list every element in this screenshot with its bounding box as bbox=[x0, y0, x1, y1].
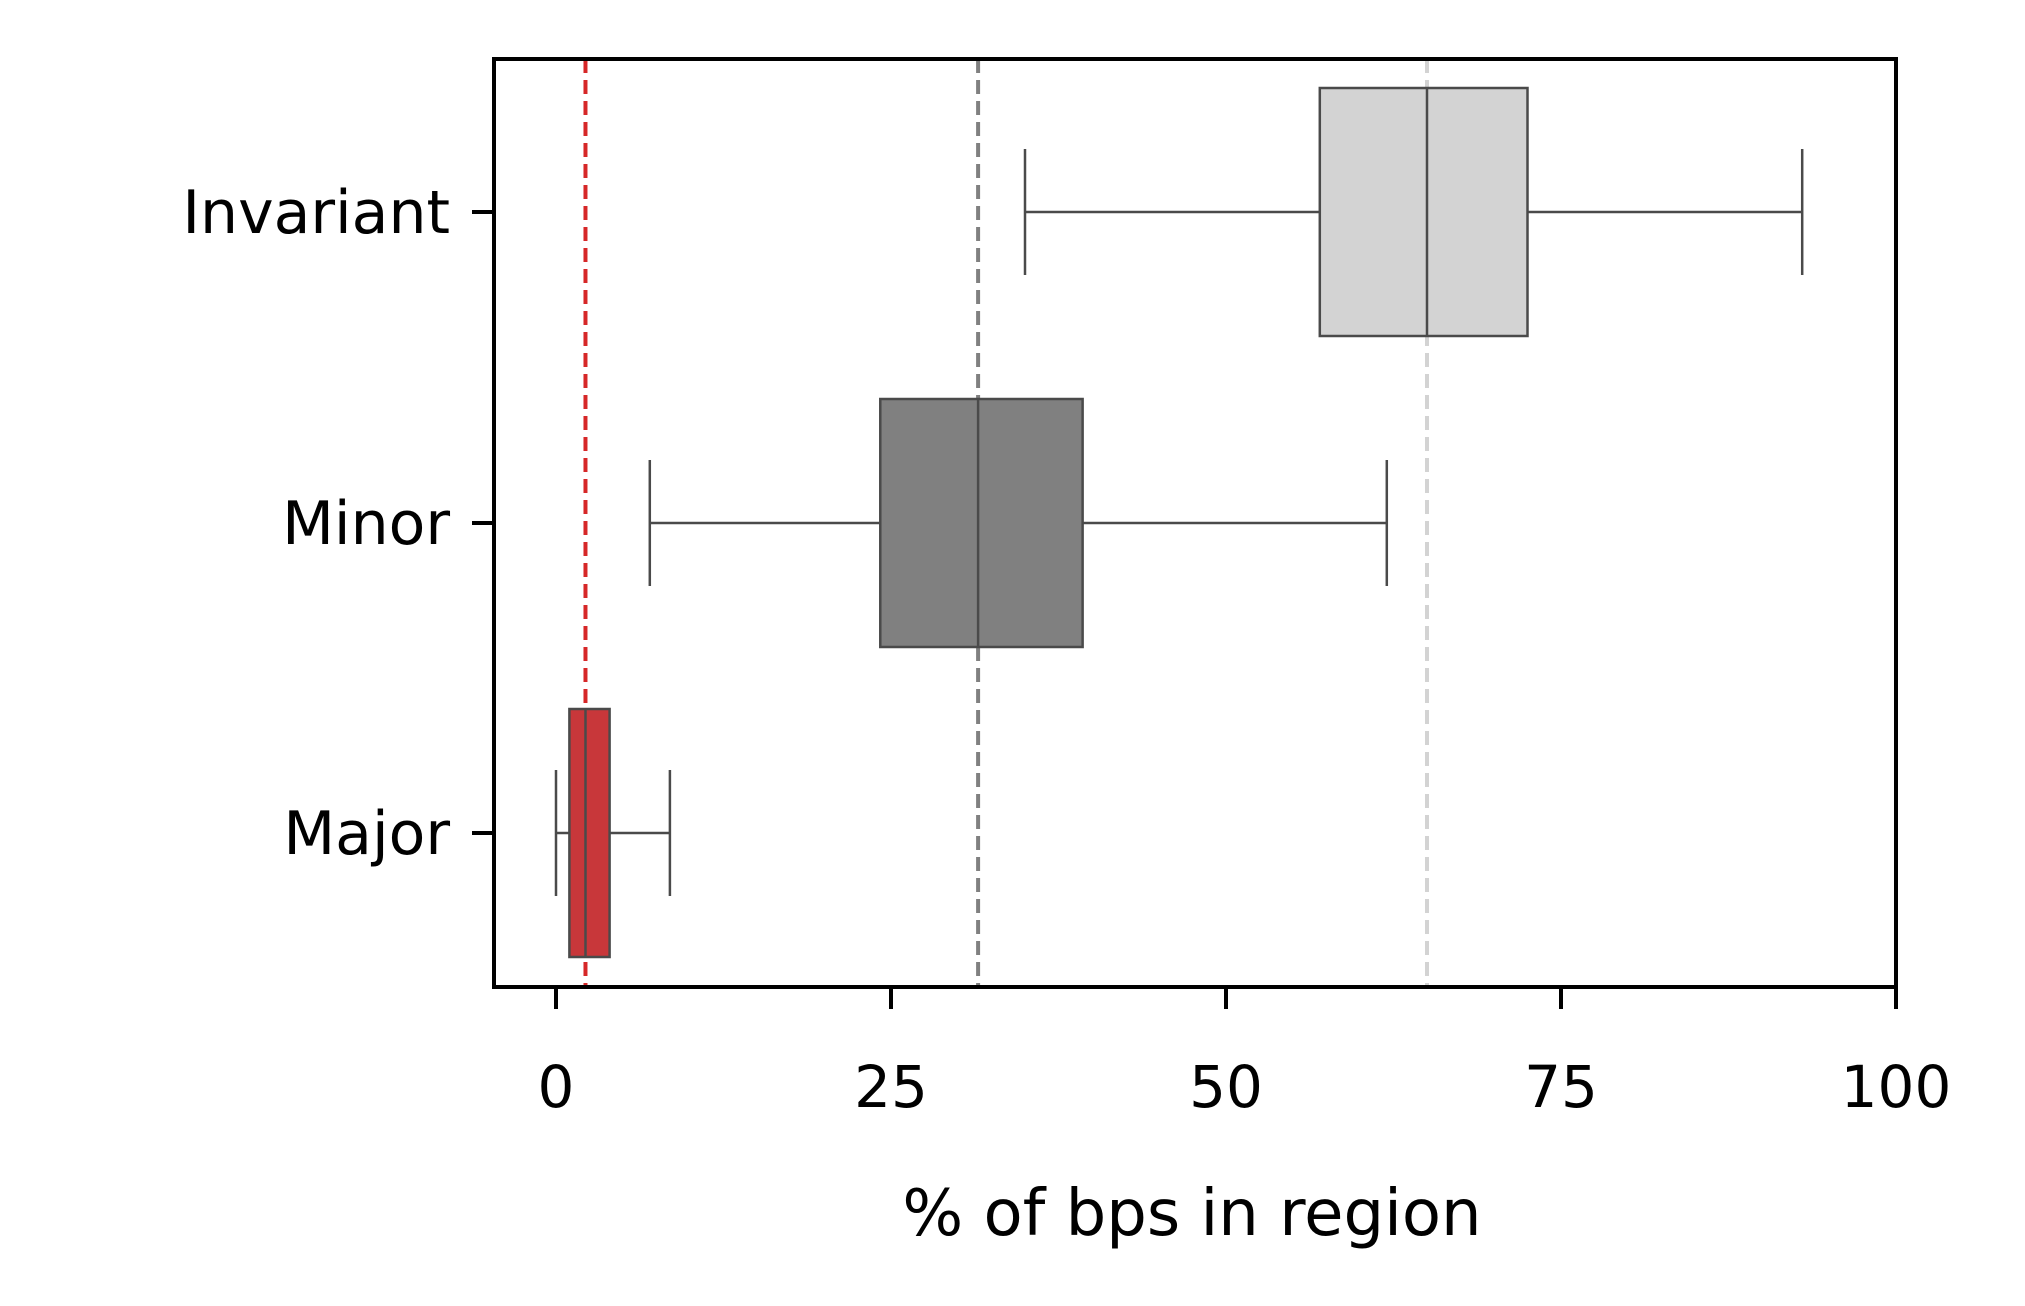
box-group-minor bbox=[648, 397, 1389, 649]
category-label-minor: Minor bbox=[282, 489, 450, 559]
category-label-major: Major bbox=[283, 799, 450, 869]
box-invariant bbox=[1318, 86, 1529, 338]
x-tick-label-4: 100 bbox=[1841, 1053, 1952, 1121]
x-tick-label-0: 0 bbox=[538, 1053, 575, 1121]
axes: 0 25 50 75 100 Invariant Minor Major bbox=[182, 57, 1952, 1121]
x-tick-label-3: 75 bbox=[1524, 1053, 1598, 1121]
box-group-invariant bbox=[1023, 86, 1804, 338]
box-major bbox=[568, 707, 611, 959]
box-minor bbox=[879, 397, 1084, 649]
x-tick-label-2: 50 bbox=[1189, 1053, 1263, 1121]
category-label-invariant: Invariant bbox=[182, 178, 450, 248]
plot-area bbox=[554, 59, 1804, 987]
x-axis-title: % of bps in region bbox=[902, 1177, 1481, 1251]
x-tick-label-1: 25 bbox=[854, 1053, 928, 1121]
box-group-major bbox=[554, 707, 672, 959]
